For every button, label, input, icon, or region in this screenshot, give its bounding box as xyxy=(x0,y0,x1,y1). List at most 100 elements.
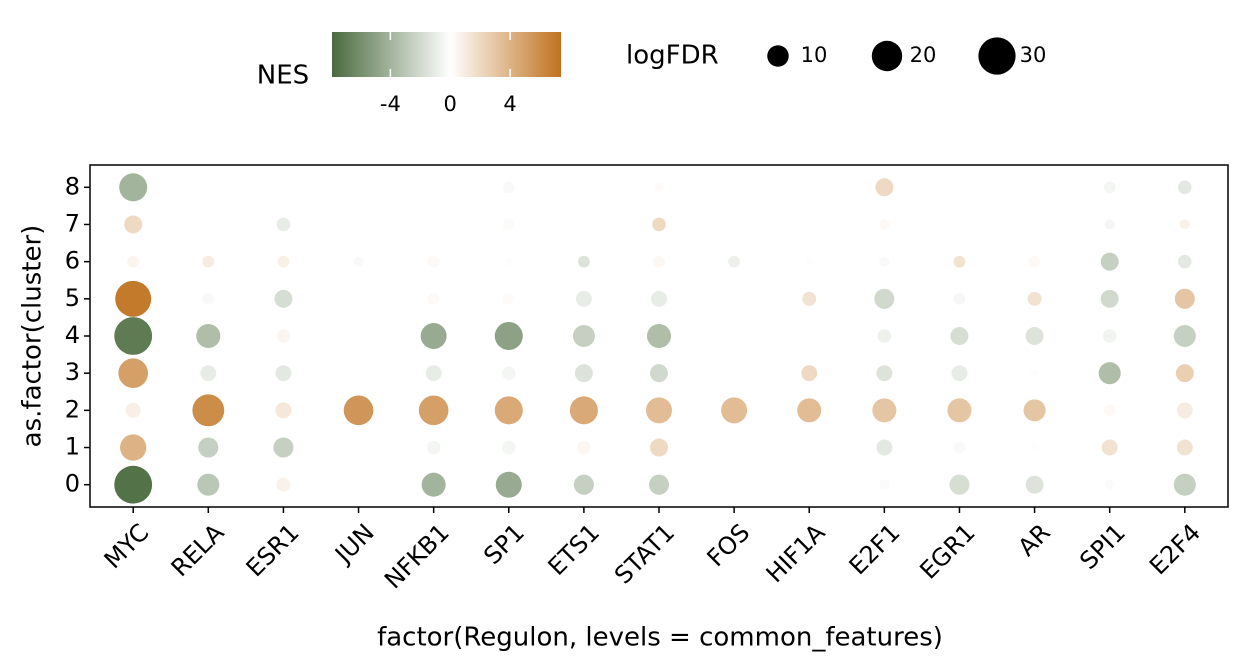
dot xyxy=(502,218,515,231)
x-axis-title: factor(Regulon, levels = common_features… xyxy=(377,623,943,653)
y-tick-label: 5 xyxy=(65,284,80,312)
dot xyxy=(427,255,440,268)
dot xyxy=(1173,324,1196,348)
dot xyxy=(947,398,972,423)
y-tick-label: 8 xyxy=(65,172,80,200)
x-tick-label: E2F1 xyxy=(844,518,906,580)
dot xyxy=(569,396,598,425)
dot xyxy=(874,288,895,309)
dot xyxy=(125,402,141,418)
y-tick-label: 2 xyxy=(65,395,80,423)
color-bar-label: -4 xyxy=(380,92,401,116)
dot xyxy=(872,398,897,423)
dot xyxy=(1178,180,1192,195)
dot xyxy=(728,255,741,268)
y-tick-label: 3 xyxy=(65,358,80,386)
dot xyxy=(575,290,592,307)
dot xyxy=(577,440,591,455)
dot xyxy=(879,219,890,230)
dot xyxy=(651,290,667,307)
x-tick-label: FOS xyxy=(702,518,756,572)
dot xyxy=(1102,329,1117,343)
dot xyxy=(805,257,814,266)
dot xyxy=(950,327,969,345)
dot xyxy=(572,324,595,348)
color-bar xyxy=(332,32,561,77)
x-tick-label: SP1 xyxy=(478,518,530,570)
size-legend-label: 30 xyxy=(1020,43,1047,67)
x-tick-label: STAT1 xyxy=(609,518,680,589)
dot xyxy=(276,329,291,343)
dot xyxy=(353,256,364,267)
dot xyxy=(1176,402,1193,419)
dot xyxy=(879,256,890,267)
size-legend-label: 20 xyxy=(910,43,937,67)
dot xyxy=(951,365,968,382)
color-bar-label: 4 xyxy=(503,92,516,116)
dot xyxy=(127,255,140,268)
dot xyxy=(650,364,668,383)
dot xyxy=(1104,479,1115,490)
dot xyxy=(1100,252,1119,271)
size-legend-label: 10 xyxy=(801,43,828,67)
dot xyxy=(646,397,672,424)
dot xyxy=(1175,364,1194,383)
x-tick-label: EGR1 xyxy=(914,518,980,584)
dot xyxy=(425,365,442,382)
dot xyxy=(1103,404,1116,417)
dot xyxy=(653,255,665,268)
size-legend-key xyxy=(871,40,903,72)
x-tick-label: E2F4 xyxy=(1144,518,1206,580)
dot xyxy=(420,323,447,349)
x-tick-label: ETS1 xyxy=(543,518,605,580)
dot xyxy=(721,397,748,424)
y-tick-label: 7 xyxy=(65,209,80,237)
dot xyxy=(1174,288,1195,309)
dot xyxy=(1101,439,1118,456)
dot xyxy=(953,255,966,268)
dot xyxy=(1025,327,1044,345)
dot xyxy=(577,255,590,268)
dot xyxy=(648,474,670,495)
color-bar-label: 0 xyxy=(444,92,457,116)
dot xyxy=(1028,255,1041,268)
dot xyxy=(504,257,513,266)
dot xyxy=(494,321,523,351)
dot xyxy=(875,178,894,197)
dot xyxy=(877,329,892,343)
dot xyxy=(1030,443,1039,452)
dot xyxy=(1100,289,1119,308)
dot xyxy=(196,323,221,349)
x-tick-label: HIF1A xyxy=(761,518,831,588)
dot xyxy=(574,364,593,383)
size-legend-key xyxy=(978,37,1016,75)
dot xyxy=(276,477,291,492)
dot xyxy=(200,365,217,382)
y-tick-label: 1 xyxy=(65,433,80,461)
dot xyxy=(343,395,374,426)
dot xyxy=(192,394,225,427)
x-tick-label: NFKB1 xyxy=(379,518,455,594)
x-tick-label: RELA xyxy=(166,518,230,582)
y-tick-label: 0 xyxy=(65,470,80,498)
dot xyxy=(1103,181,1116,194)
x-tick-label: MYC xyxy=(99,518,155,574)
size-legend-key xyxy=(767,45,789,67)
y-axis-title: as.factor(cluster) xyxy=(18,225,48,448)
y-tick-label: 6 xyxy=(65,247,80,275)
dot xyxy=(1030,369,1039,378)
dot xyxy=(202,292,215,305)
dot xyxy=(427,292,440,305)
dot xyxy=(1173,473,1196,496)
dot xyxy=(949,474,970,495)
dot xyxy=(418,395,449,426)
dot xyxy=(114,465,153,504)
dot xyxy=(276,217,291,232)
dot xyxy=(119,173,148,202)
dot xyxy=(501,366,516,380)
dot xyxy=(801,365,818,382)
dot xyxy=(274,289,293,308)
dot xyxy=(1179,219,1190,230)
dot xyxy=(876,439,893,456)
